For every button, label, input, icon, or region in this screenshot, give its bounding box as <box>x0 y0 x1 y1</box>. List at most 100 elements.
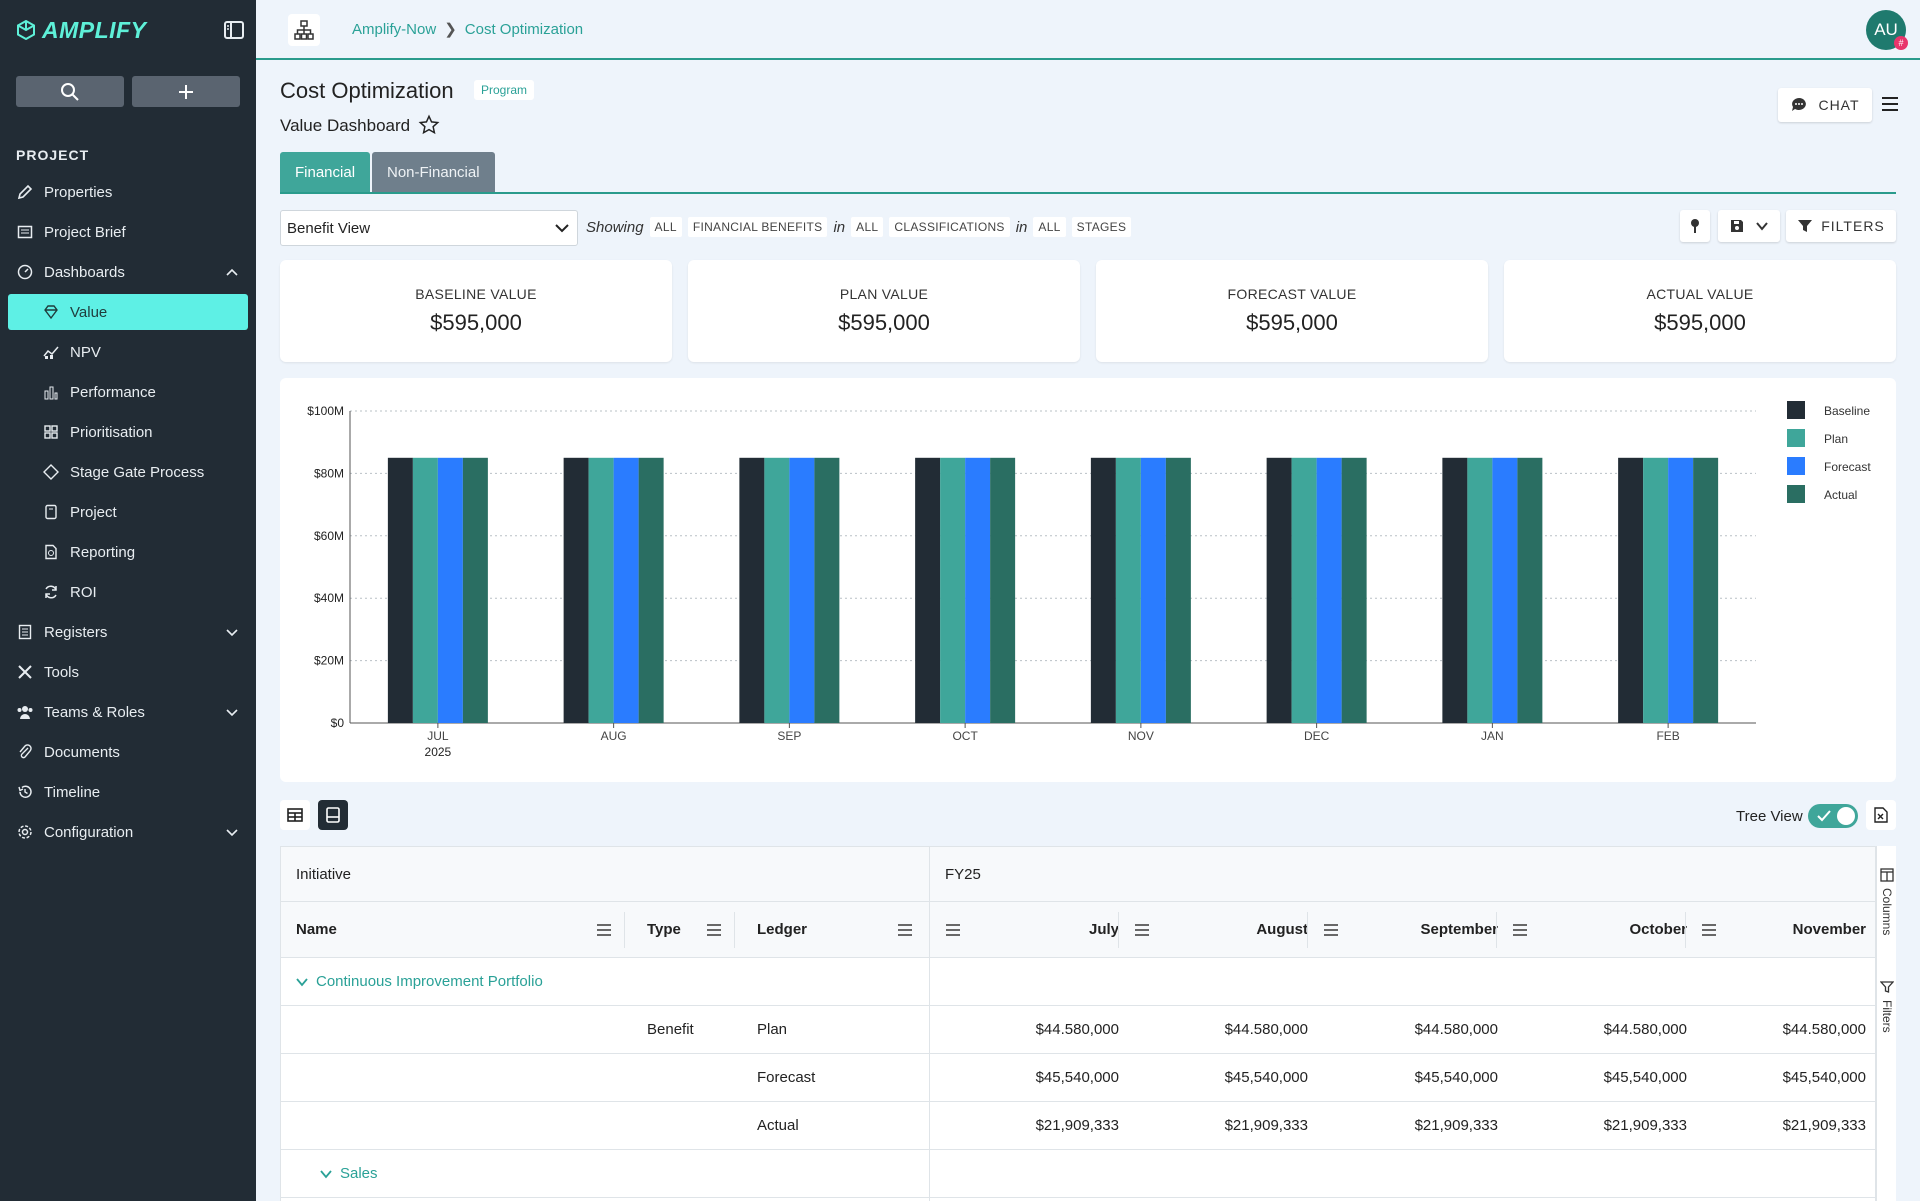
filters-panel-tab[interactable]: Filters <box>1880 1000 1894 1033</box>
bar-actual-oct <box>990 457 1016 723</box>
column-menu-icon[interactable] <box>1512 923 1528 937</box>
refresh-icon <box>42 583 60 601</box>
column-menu-icon[interactable] <box>1701 923 1717 937</box>
breadcrumb-amplify-now[interactable]: Amplify-Now <box>352 20 437 38</box>
nav-reporting[interactable]: Reporting <box>8 534 248 570</box>
table-row[interactable]: Sales <box>281 1150 1875 1198</box>
column-menu-icon[interactable] <box>706 923 722 937</box>
table-row[interactable]: Actual $21,909,333 $21,909,333 $21,909,3… <box>281 1102 1875 1150</box>
tab-financial[interactable]: Financial <box>280 152 371 192</box>
star-icon[interactable] <box>418 114 440 136</box>
column-header-august[interactable]: August <box>1256 921 1308 938</box>
filter-chip[interactable]: FINANCIAL BENEFITS <box>687 217 828 237</box>
filters-button[interactable]: FILTERS <box>1786 210 1896 242</box>
filter-chip[interactable]: CLASSIFICATIONS <box>889 217 1010 237</box>
chevron-down-icon[interactable] <box>224 624 240 640</box>
column-header-november[interactable]: November <box>1792 921 1866 938</box>
chevron-down-icon[interactable] <box>224 704 240 720</box>
chevron-down-icon[interactable] <box>295 975 309 989</box>
nav-properties[interactable]: Properties <box>8 174 248 210</box>
column-header-october[interactable]: October <box>1629 921 1687 938</box>
nav-label: NPV <box>70 343 101 361</box>
nav-teams-roles[interactable]: Teams & Roles <box>8 694 248 730</box>
table-row[interactable]: Continuous Improvement Portfolio <box>281 958 1875 1006</box>
avatar[interactable]: AU # <box>1866 10 1908 50</box>
diamond-icon <box>42 303 60 321</box>
nav-value[interactable]: Value <box>8 294 248 330</box>
column-menu-icon[interactable] <box>945 923 961 937</box>
nav-project-brief[interactable]: Project Brief <box>8 214 248 250</box>
filter-chip[interactable]: ALL <box>649 217 682 237</box>
chat-button[interactable]: CHAT <box>1778 88 1872 122</box>
export-excel-button[interactable] <box>1866 800 1896 830</box>
pencil-icon <box>16 183 34 201</box>
filter-icon[interactable] <box>1880 980 1894 994</box>
row-value-july: $45,540,000 <box>1035 1069 1119 1086</box>
grid-icon <box>42 423 60 441</box>
row-group-name[interactable]: Continuous Improvement Portfolio <box>316 973 543 990</box>
row-ledger: Forecast <box>757 1069 816 1086</box>
column-divider <box>929 1198 930 1201</box>
nav-timeline[interactable]: Timeline <box>8 774 248 810</box>
nav-roi[interactable]: ROI <box>8 574 248 610</box>
value-cards: BASELINE VALUE $595,000 PLAN VALUE $595,… <box>280 260 1896 362</box>
nav-registers[interactable]: Registers <box>8 614 248 650</box>
chevron-down-icon[interactable] <box>224 824 240 840</box>
nav-performance[interactable]: Performance <box>8 374 248 410</box>
add-button[interactable] <box>132 76 240 107</box>
bar-plan-jan <box>1467 457 1493 723</box>
table-view-button[interactable] <box>280 800 310 830</box>
column-header-july[interactable]: July <box>1088 921 1119 938</box>
tree-view-toggle[interactable] <box>1808 804 1858 828</box>
column-header-ledger[interactable]: Ledger <box>757 921 808 938</box>
nav-stage-gate-process[interactable]: Stage Gate Process <box>8 454 248 490</box>
column-header-type[interactable]: Type <box>647 921 681 938</box>
search-button[interactable] <box>16 76 124 107</box>
chevron-down-icon[interactable] <box>319 1167 333 1181</box>
columns-icon[interactable] <box>1880 868 1894 882</box>
save-view-button[interactable] <box>1718 210 1780 242</box>
plan-value-card: PLAN VALUE $595,000 <box>688 260 1080 362</box>
tab-non-financial[interactable]: Non-Financial <box>372 152 495 192</box>
breadcrumb-cost-optimization[interactable]: Cost Optimization <box>464 20 584 38</box>
nav-tools[interactable]: Tools <box>8 654 248 690</box>
nav-documents[interactable]: Documents <box>8 734 248 770</box>
column-menu-icon[interactable] <box>1134 923 1150 937</box>
nav-dashboards[interactable]: Dashboards <box>8 254 248 290</box>
filter-chip[interactable]: STAGES <box>1071 217 1132 237</box>
pin-button[interactable] <box>1680 210 1710 242</box>
logo-cube-icon <box>17 20 35 40</box>
nav-configuration[interactable]: Configuration <box>8 814 248 850</box>
columns-panel-tab[interactable]: Columns <box>1880 888 1894 936</box>
bar-baseline-jul <box>387 457 413 723</box>
nav-npv[interactable]: NPV <box>8 334 248 370</box>
hierarchy-button[interactable] <box>288 14 320 46</box>
sidebar: AMPLIFY PROJECT Properties Project Brief… <box>0 0 256 1201</box>
filter-chip[interactable]: ALL <box>851 217 884 237</box>
column-menu-icon[interactable] <box>596 923 612 937</box>
sidebar-collapse-icon[interactable] <box>222 18 246 42</box>
report-icon <box>42 543 60 561</box>
view-select[interactable]: Benefit View <box>280 210 578 246</box>
row-group-name[interactable]: Sales <box>340 1165 378 1182</box>
table-row[interactable]: Forecast $45,540,000 $45,540,000 $45,540… <box>281 1054 1875 1102</box>
column-header-september[interactable]: September <box>1420 921 1498 938</box>
nav-label: Project Brief <box>44 223 126 241</box>
nav-prioritisation[interactable]: Prioritisation <box>8 414 248 450</box>
card-view-button[interactable] <box>318 800 348 830</box>
topbar: Amplify-Now ❯ Cost Optimization AU # <box>256 0 1920 60</box>
x-tick-label: JUL <box>427 729 449 743</box>
logo[interactable]: AMPLIFY <box>16 14 246 46</box>
chevron-up-icon[interactable] <box>224 264 240 280</box>
filter-chip[interactable]: ALL <box>1033 217 1066 237</box>
table-row[interactable]: Benefit Plan $44.580,000 $44.580,000 $44… <box>281 1006 1875 1054</box>
column-menu-icon[interactable] <box>897 923 913 937</box>
hamburger-menu-icon[interactable] <box>1878 92 1902 116</box>
bar-forecast-sep <box>789 457 815 723</box>
bar-baseline-aug <box>563 457 589 723</box>
column-divider <box>929 902 930 957</box>
column-menu-icon[interactable] <box>1323 923 1339 937</box>
nav-project[interactable]: Project <box>8 494 248 530</box>
column-header-name[interactable]: Name <box>296 921 337 938</box>
in-label: in <box>1015 218 1028 236</box>
